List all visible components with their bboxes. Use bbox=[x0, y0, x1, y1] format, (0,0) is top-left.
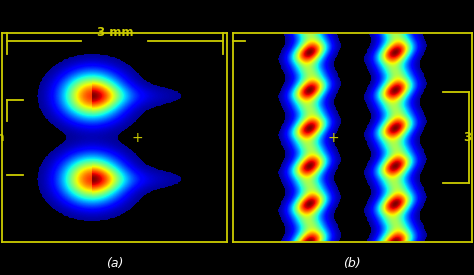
Text: 3 mm: 3 mm bbox=[465, 131, 474, 144]
Text: 3 mm: 3 mm bbox=[97, 26, 133, 39]
Text: 3 mm: 3 mm bbox=[0, 131, 5, 144]
Text: (b): (b) bbox=[344, 257, 361, 269]
Text: +: + bbox=[131, 131, 143, 144]
Text: (a): (a) bbox=[106, 257, 123, 269]
Text: +: + bbox=[328, 131, 339, 144]
